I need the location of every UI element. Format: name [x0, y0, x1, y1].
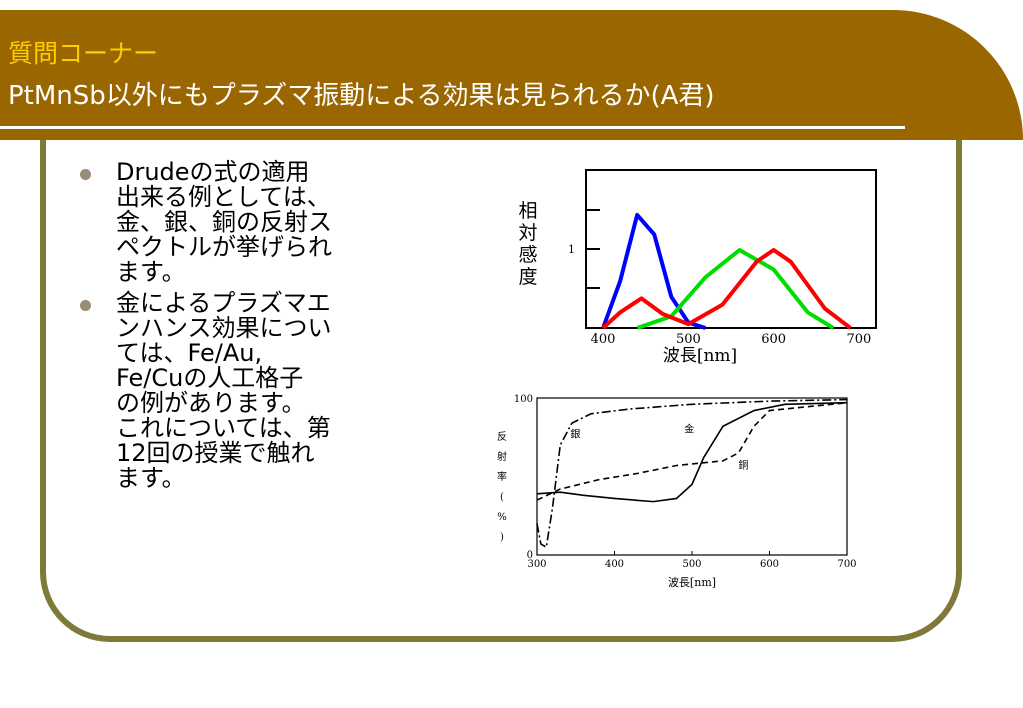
sensitivity-xtick-label: 700 — [847, 332, 872, 347]
reflectance-ylabel: 反射率 (%) — [497, 431, 507, 543]
sensitivity-ylabel-char: 対 — [518, 222, 537, 244]
sensitivity-series — [601, 212, 852, 330]
reflectance-series — [536, 398, 848, 549]
sensitivity-xlabel: 波長[nm] — [663, 346, 737, 366]
sensitivity-ytick: 1 — [568, 243, 575, 256]
reflectance-ylabel-char: ) — [500, 532, 504, 543]
reflectance-series-line — [536, 401, 848, 501]
title-line1: 質問コーナー — [8, 39, 159, 68]
reflectance-xlabel: 波長[nm] — [668, 576, 716, 589]
reflectance-series-line — [536, 401, 848, 503]
sensitivity-xticks: 400 500 600 700 — [591, 332, 872, 347]
reflectance-ylabel-char: 射 — [497, 451, 507, 463]
bullet-item: 金によるプラズマエ ンハンス効果につい ては、Fe/Au, Fe/Cuの人工格子… — [80, 291, 410, 491]
reflectance-xtick-label: 500 — [682, 559, 701, 570]
sensitivity-ylabel-char: 相 — [518, 200, 537, 222]
reflectance-xtick-label: 600 — [760, 559, 779, 570]
reflectance-chart: 100 0 反射率 (%) 銀 金銅 300 400 500 600 700 波長[nm] — [497, 394, 857, 589]
reflectance-ylabel-char: % — [497, 512, 507, 523]
bullet-text: Drudeの式の適用 出来る例としては、 金、銀、銅の反射ス ペクトルが挙げられ… — [116, 158, 332, 286]
bullet-text: 金によるプラズマエ ンハンス効果につい ては、Fe/Au, Fe/Cuの人工格子… — [116, 289, 332, 492]
reflectance-series-labels: 銀 金銅 — [570, 423, 748, 472]
bullet-list: Drudeの式の適用 出来る例としては、 金、銀、銅の反射ス ペクトルが挙げられ… — [80, 160, 410, 497]
slide-title-bar — [0, 10, 1023, 140]
bullet-item: Drudeの式の適用 出来る例としては、 金、銀、銅の反射ス ペクトルが挙げられ… — [80, 160, 410, 285]
sensitivity-ylabel-char: 度 — [518, 266, 537, 288]
reflectance-series-label: 銅 — [739, 459, 749, 472]
sensitivity-series-line — [601, 248, 852, 330]
sensitivity-xtick-label: 500 — [676, 332, 701, 347]
sensitivity-xtick-label: 400 — [591, 332, 616, 347]
content-frame — [40, 140, 962, 642]
reflectance-series-line — [536, 398, 848, 549]
reflectance-ylabel-char: 反 — [497, 431, 507, 443]
reflectance-xtick-label: 700 — [837, 559, 856, 570]
bullet-dot-icon — [80, 300, 91, 311]
reflectance-xticks: 300 400 500 600 700 — [527, 551, 857, 570]
reflectance-xtick-label: 300 — [527, 559, 546, 570]
reflectance-xtick-label: 400 — [605, 559, 624, 570]
reflectance-ylabel-char: 率 — [497, 470, 507, 483]
reflectance-ytick-bottom: 0 — [527, 550, 533, 561]
sensitivity-ylabel-char: 感 — [518, 244, 537, 266]
reflectance-ytick-top: 100 — [514, 394, 533, 405]
reflectance-series-label: 金 — [684, 423, 694, 436]
bullet-dot-icon — [80, 169, 91, 180]
sensitivity-y-ticks — [586, 209, 600, 289]
title-underline — [0, 126, 905, 129]
sensitivity-xtick-label: 600 — [761, 332, 786, 347]
reflectance-plot-frame — [536, 397, 848, 556]
reflectance-series-label: 銀 — [570, 427, 580, 440]
reflectance-ylabel-char: ( — [500, 492, 504, 503]
title-line2: PtMnSb以外にもプラズマ振動による効果は見られるか(A君) — [8, 81, 715, 111]
